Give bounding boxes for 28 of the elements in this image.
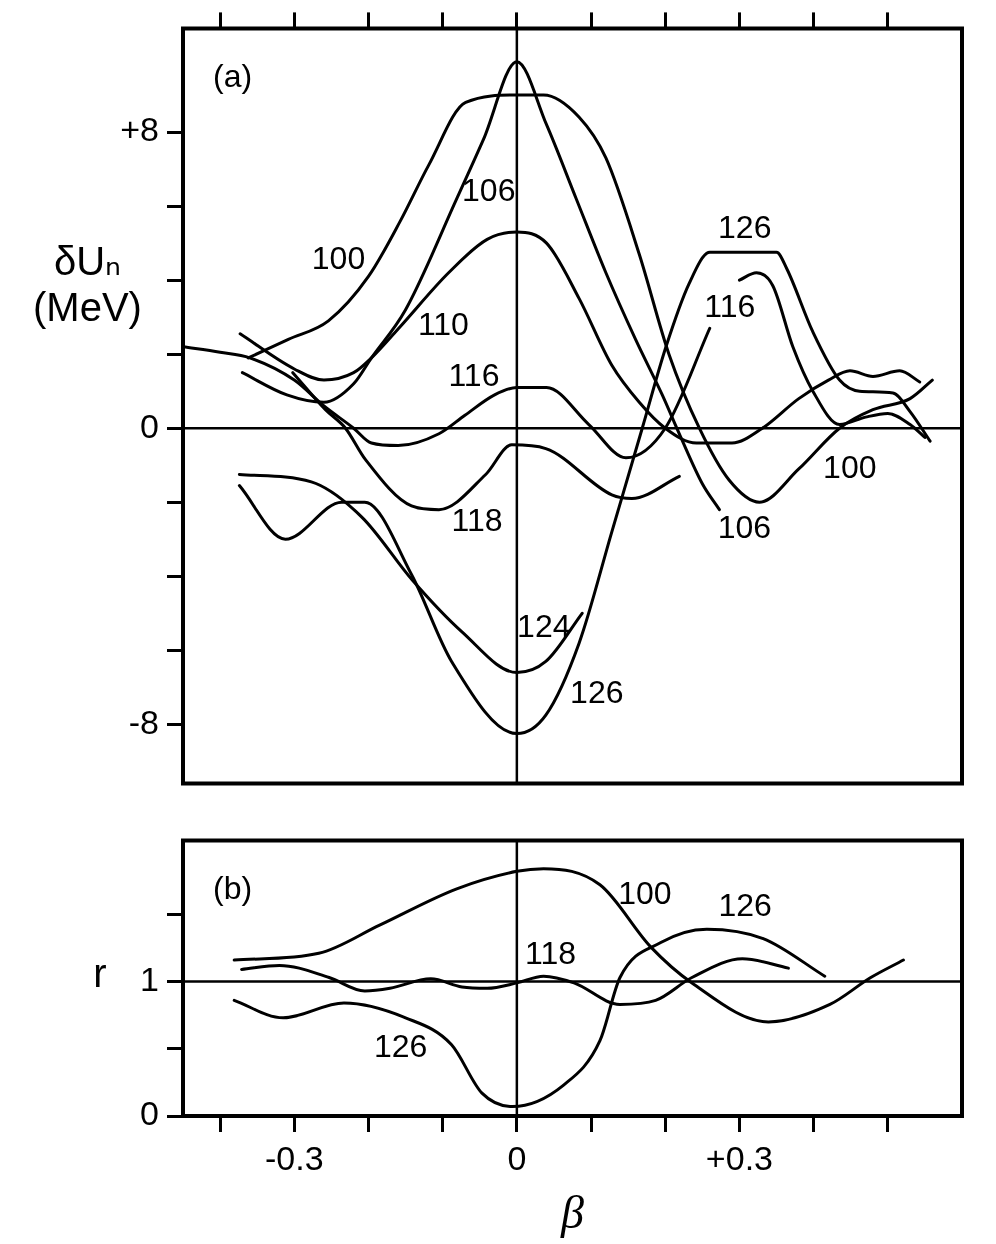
annotation: 110 (417, 306, 469, 343)
annotation: 116 (704, 288, 756, 325)
annotation: 126 (718, 209, 772, 246)
annotation: 116 (448, 357, 500, 394)
annotation: 118 (525, 935, 577, 972)
annotation: 106 (462, 171, 516, 208)
y-tick-label: -8 (128, 702, 159, 741)
x-tick-label: 0 (507, 1138, 527, 1177)
annotation: 126 (570, 673, 624, 710)
annotation: 100 (618, 874, 672, 911)
annotation: (b) (213, 870, 253, 907)
annotation: 126 (718, 887, 772, 924)
annotation: (a) (213, 58, 253, 95)
annotation: 100 (823, 448, 877, 485)
x-tick-label: +0.3 (705, 1138, 773, 1177)
y-tick-label: 0 (140, 1094, 159, 1133)
annotation: 126 (373, 1027, 428, 1064)
x-tick-label: -0.3 (264, 1138, 324, 1177)
annotation: 100 (311, 240, 366, 277)
y-axis-title: r (92, 950, 108, 996)
y-axis-title: δUₙ (MeV) (32, 238, 143, 330)
annotation: 106 (717, 509, 772, 546)
y-tick-label: 0 (140, 406, 159, 445)
y-tick-label: 1 (140, 959, 159, 998)
annotation: 118 (451, 502, 503, 539)
annotation: 124 (517, 608, 571, 645)
y-tick-label: +8 (120, 110, 159, 149)
x-axis-title: β (560, 1187, 585, 1239)
